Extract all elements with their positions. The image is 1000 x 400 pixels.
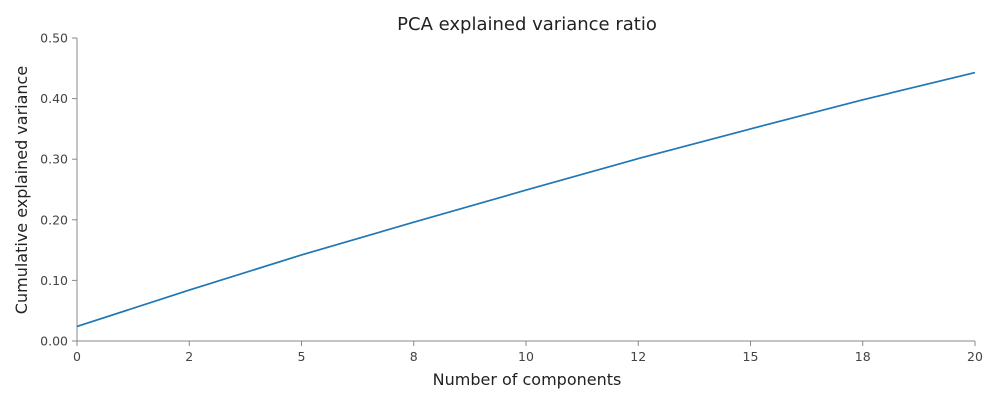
y-axis-label: Cumulative explained variance xyxy=(12,66,31,314)
chart-title: PCA explained variance ratio xyxy=(397,14,657,35)
x-tick-label: 8 xyxy=(410,349,418,364)
x-tick-label: 15 xyxy=(743,349,759,364)
x-tick-label: 5 xyxy=(298,349,306,364)
x-tick-label: 18 xyxy=(855,349,871,364)
y-tick-label: 0.50 xyxy=(40,31,68,46)
y-tick-label: 0.10 xyxy=(40,273,68,288)
y-tick-label: 0.30 xyxy=(40,152,68,167)
y-tick-label: 0.00 xyxy=(40,334,68,349)
x-tick-label: 0 xyxy=(73,349,81,364)
x-tick-label: 12 xyxy=(630,349,646,364)
x-axis-label: Number of components xyxy=(433,370,622,389)
x-tick-label: 20 xyxy=(967,349,983,364)
series-layer xyxy=(76,71,976,328)
plot-area: 0.00 0.10 0.20 0.30 0.40 0.50 0 2 5 8 10 12 15 18 20 xyxy=(40,31,983,365)
y-tick-label: 0.40 xyxy=(40,91,68,106)
x-axis-ticks: 0 2 5 8 10 12 15 18 20 xyxy=(73,341,983,364)
y-tick-label: 0.20 xyxy=(40,212,68,227)
x-tick-label: 10 xyxy=(518,349,534,364)
y-axis-ticks: 0.00 0.10 0.20 0.30 0.40 0.50 xyxy=(40,31,77,349)
series-line-cumulative-variance xyxy=(76,71,976,328)
x-tick-label: 2 xyxy=(185,349,193,364)
